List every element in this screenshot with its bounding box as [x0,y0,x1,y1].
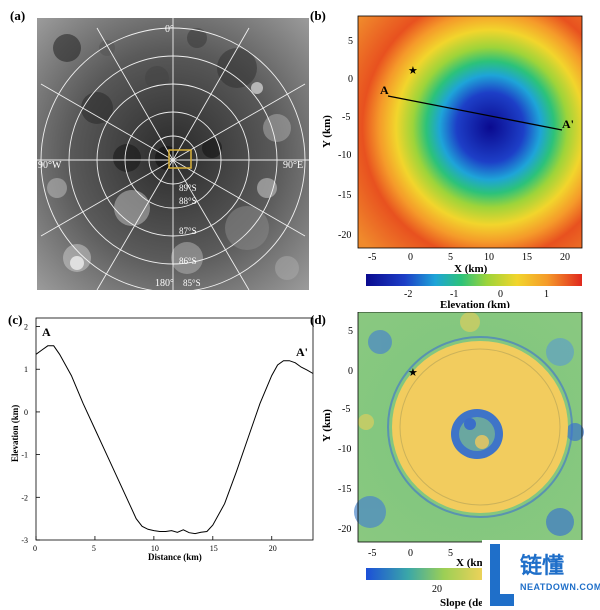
label-90e: 90°E [283,160,303,171]
c-ytick-label: -1 [21,451,28,460]
watermark: 链懂 NEATDOWN.COM [482,540,600,610]
c-xtick-label: 0 [33,544,37,553]
c-ylabel: Elevation (km) [10,405,20,462]
c-xlabel: Distance (km) [148,552,202,562]
b-ytick-1: 5 [348,36,353,47]
d-ytick-5: -15 [338,484,351,495]
panel-d-letter: (d) [310,312,326,327]
label-88s: 88°S [179,196,197,206]
c-ytick-label: 1 [24,365,28,374]
d-cb-tick-1: 20 [432,584,442,595]
d-xtick-1: -5 [368,548,376,559]
label-0deg: 0° [165,24,174,35]
d-ytick-6: -20 [338,524,351,535]
c-xtick-label: 5 [92,544,96,553]
watermark-logo-icon [490,544,514,606]
label-89s: 89°S [179,183,197,193]
b-xtick-6: 20 [560,252,570,263]
b-xtick-5: 15 [522,252,532,263]
panel-b: (b) [310,8,600,308]
c-label-a-prime: A' [296,345,308,359]
b-xtick-2: 0 [408,252,413,263]
b-colorbar-label: Elevation (km) [440,299,510,308]
d-star-marker: ★ [408,367,418,379]
d-colorbar-label: Slope (de [440,597,483,609]
elevation-profile-chart: 0 5 10 15 20 -3 -2 -1 0 1 2 A A' Distance (km) Ele… [10,317,314,562]
panel-a-letter: (a) [10,8,26,23]
b-ytick-2: 0 [348,74,353,85]
c-ytick-label: 0 [24,408,28,417]
d-ytick-3: -5 [342,404,350,415]
panel-c: (c) 0 5 10 15 20 -3 -2 -1 0 1 2 A A' Distance (km)… [0,312,320,562]
d-ytick-1: 5 [348,326,353,337]
b-ytick-5: -15 [338,190,351,201]
b-xtick-3: 5 [448,252,453,263]
profile-label-a: A [380,83,389,97]
b-ytick-3: -5 [342,112,350,123]
watermark-brand: 链懂 [520,554,565,579]
c-label-a: A [42,325,51,339]
d-ylabel: Y (km) [321,409,333,442]
d-xtick-3: 5 [448,548,453,559]
c-ytick-label: -3 [21,536,28,545]
b-cb-tick-4: 1 [544,289,549,300]
label-85s: 85°S [183,278,201,288]
b-xtick-1: -5 [368,252,376,263]
panel-d: (d) [310,312,600,610]
c-xtick-label: 10 [151,544,159,553]
b-ylabel: Y (km) [321,115,333,148]
label-180: 180° [155,278,174,289]
b-xlabel: X (km) [454,263,488,275]
b-cb-tick-3: 0 [498,289,503,300]
profile-line [35,345,314,535]
watermark-url: NEATDOWN.COM [520,582,600,592]
d-ytick-4: -10 [338,444,351,455]
panel-a: (a) [10,8,309,293]
label-86s: 86°S [179,256,197,266]
b-cb-tick-1: -2 [404,289,412,300]
star-marker: ★ [408,65,418,77]
b-cb-tick-2: -1 [450,289,458,300]
d-xlabel: X (km) [456,557,490,569]
d-xtick-2: 0 [408,548,413,559]
label-90w: 90°W [38,160,62,171]
b-ytick-4: -10 [338,150,351,161]
panel-c-letter: (c) [8,312,23,327]
elevation-map: A A' ★ -5 0 5 10 15 20 5 0 -5 -10 -15 -2… [321,15,583,308]
profile-label-a-prime: A' [562,117,574,131]
label-87s: 87°S [179,226,197,236]
c-xtick-label: 20 [269,544,277,553]
b-xtick-4: 10 [484,252,494,263]
c-xtick-label: 15 [210,544,218,553]
slope-map: ★ -5 0 5 5 0 -5 -10 -15 -20 X (km) Y (km… [321,312,584,609]
c-ytick-label: 2 [24,323,28,332]
lunar-south-pole-image: 0° 90°W 90°E 89°S 88°S 87°S 86°S 180° 85… [37,18,309,290]
b-ytick-6: -20 [338,230,351,241]
d-ytick-2: 0 [348,366,353,377]
panel-b-letter: (b) [310,8,326,23]
c-ytick-label: -2 [21,493,28,502]
